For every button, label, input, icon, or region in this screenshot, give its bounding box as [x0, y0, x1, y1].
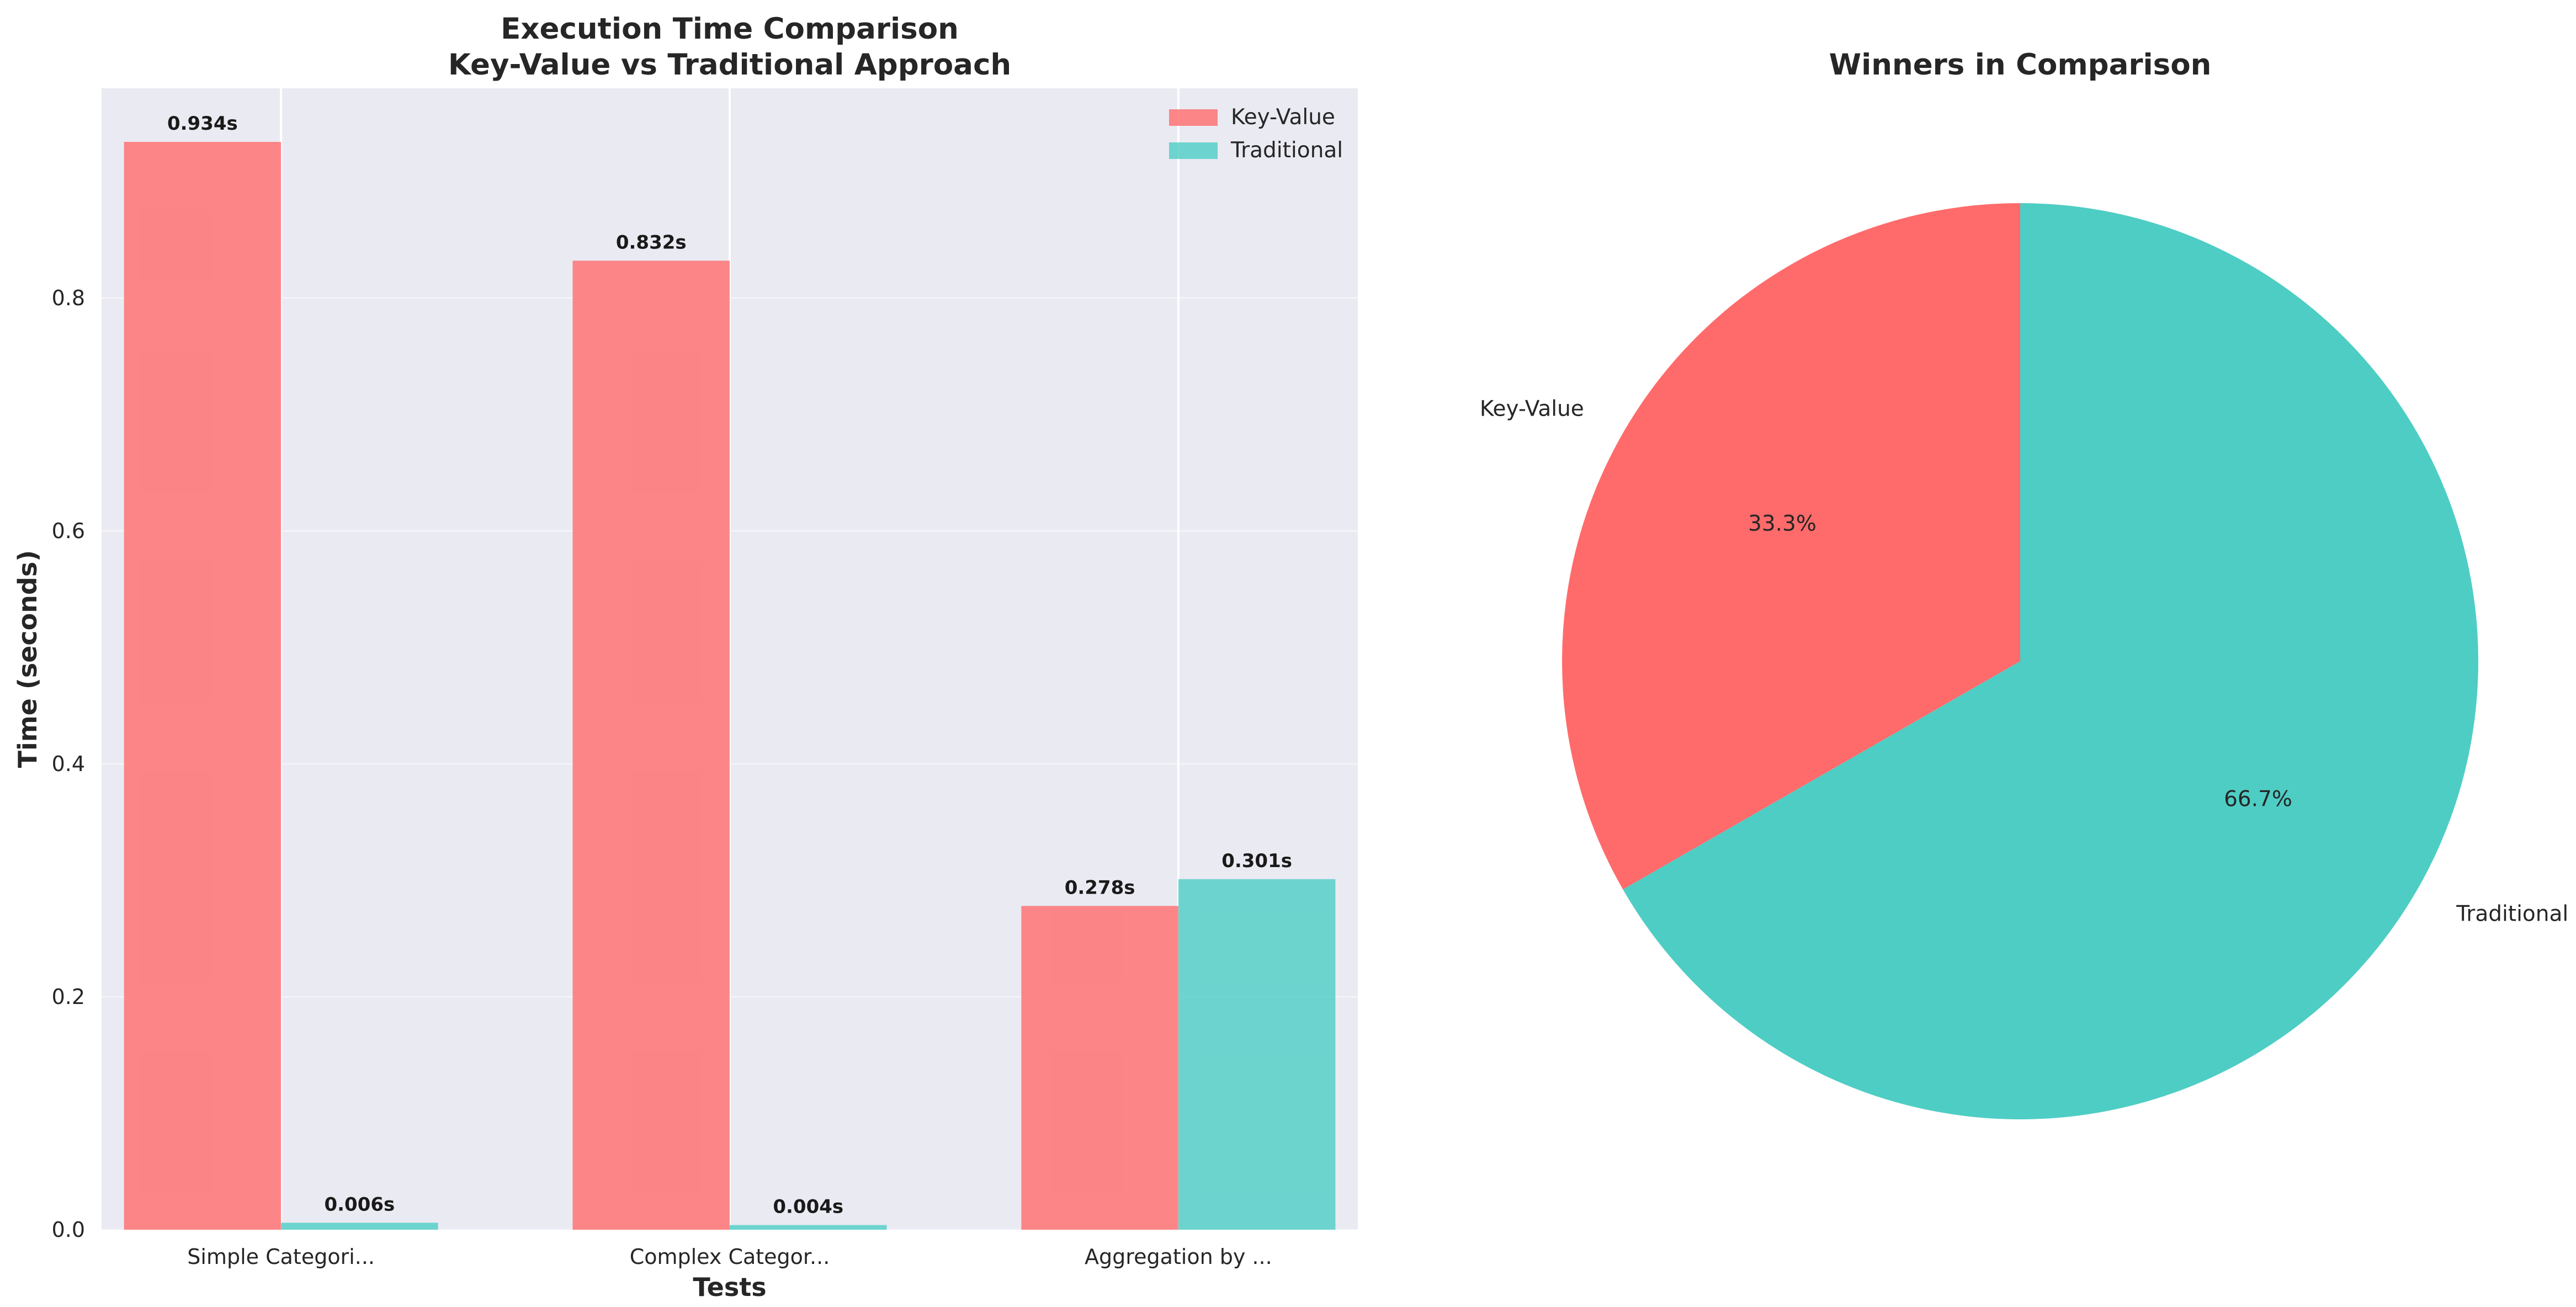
- y-tick-label: 0.2: [52, 985, 85, 1009]
- bar-value-label: 0.004s: [773, 1196, 843, 1218]
- y-axis-label: Time (seconds): [13, 550, 43, 768]
- x-tick-label: Complex Categor...: [630, 1245, 830, 1269]
- pie-slice-label: Traditional: [2456, 901, 2568, 926]
- legend: Key-Value Traditional: [1169, 105, 1343, 163]
- bar-traditional: [730, 1225, 887, 1230]
- pie-chart-title: Winners in Comparison: [1829, 48, 2212, 82]
- bar-value-labels: 0.934s 0.832s 0.278s 0.006s 0.004s 0.301s: [167, 113, 1292, 1218]
- y-tick-label: 0.0: [52, 1218, 85, 1242]
- x-tick-label: Aggregation by ...: [1085, 1245, 1272, 1269]
- bar-marks: [124, 142, 1336, 1230]
- bar-chart-title-line-2: Key-Value vs Traditional Approach: [448, 48, 1011, 82]
- bar-key-value: [572, 261, 730, 1230]
- bar-value-label: 0.832s: [616, 231, 687, 253]
- legend-label: Traditional: [1230, 138, 1343, 163]
- pie-slice-label: Key-Value: [1480, 397, 1584, 422]
- y-tick-labels: 0.0 0.2 0.4 0.6 0.8: [52, 286, 85, 1242]
- pie-slices: [1562, 203, 2478, 1119]
- bar-traditional: [281, 1223, 438, 1230]
- pie-chart: Winners in Comparison 33.3% Key-Value 66.7…: [1480, 48, 2568, 1119]
- x-tick-label: Simple Categori...: [187, 1245, 375, 1269]
- legend-swatch: [1169, 109, 1218, 126]
- bar-value-label: 0.301s: [1221, 850, 1292, 872]
- pie-slice-key-value: [1562, 203, 2020, 890]
- bar-value-label: 0.278s: [1065, 876, 1135, 899]
- bar-traditional: [1178, 879, 1336, 1230]
- legend-swatch: [1169, 142, 1218, 159]
- pie-slice-traditional: [1623, 203, 2478, 1119]
- bar-chart-title-line-1: Execution Time Comparison: [501, 12, 959, 46]
- bar-value-label: 0.006s: [324, 1193, 395, 1215]
- x-tick-labels: Simple Categori... Complex Categor... Aggr…: [187, 1245, 1272, 1269]
- bar-chart: Execution Time Comparison Key-Value vs T…: [13, 12, 1358, 1302]
- x-axis-label: Tests: [693, 1272, 766, 1302]
- y-tick-label: 0.6: [52, 519, 85, 543]
- pie-labels: 33.3% Key-Value 66.7% Traditional: [1480, 397, 2568, 927]
- bar-key-value: [1021, 906, 1178, 1230]
- pie-percent-label: 66.7%: [2224, 787, 2292, 811]
- legend-label: Key-Value: [1231, 105, 1335, 130]
- y-tick-label: 0.8: [52, 286, 85, 310]
- bar-key-value: [124, 142, 281, 1230]
- y-tick-label: 0.4: [52, 752, 85, 776]
- pie-percent-label: 33.3%: [1748, 512, 1817, 536]
- bar-value-label: 0.934s: [167, 113, 238, 135]
